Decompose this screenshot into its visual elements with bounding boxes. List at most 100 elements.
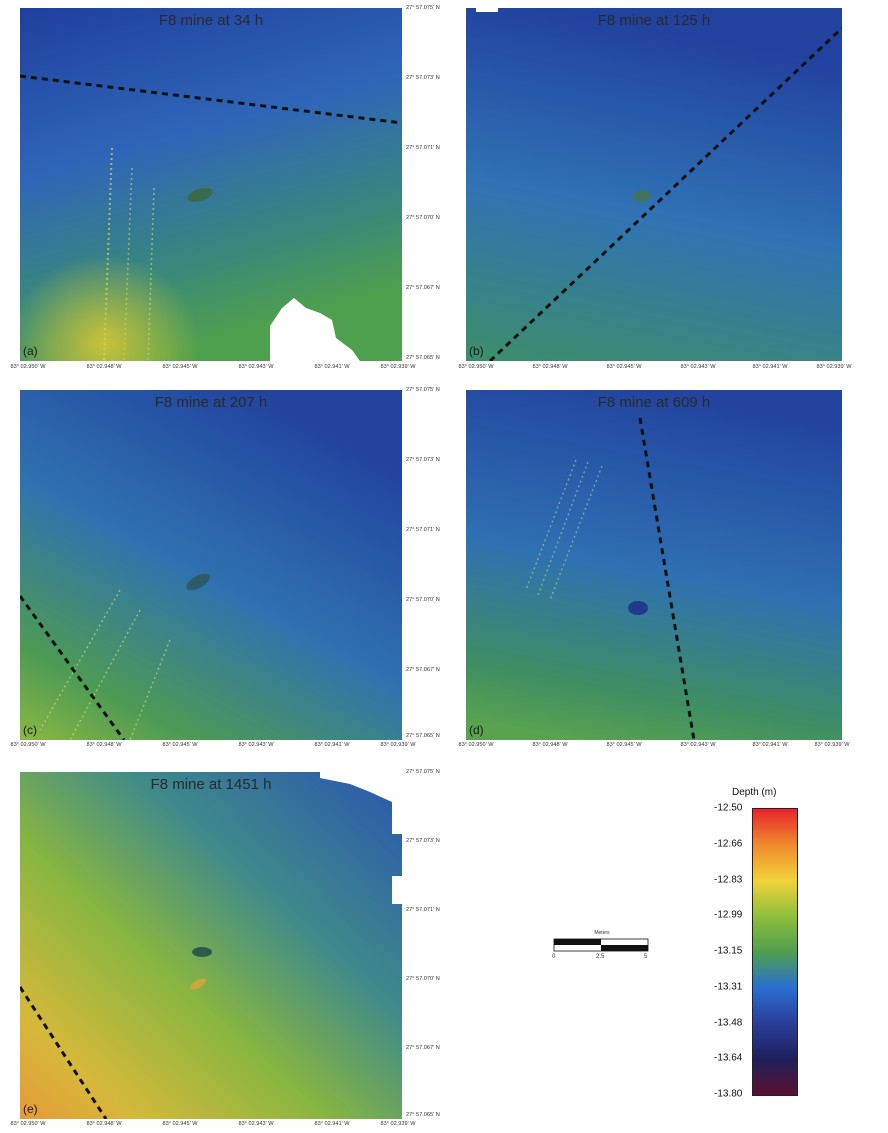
- scale-tick-label: 2.5: [596, 954, 605, 960]
- depth-color-bar: [752, 808, 798, 1096]
- x-tick-label: 83° 02.941' W: [752, 364, 788, 370]
- panel-label-b: (b): [469, 344, 484, 358]
- mine-target-c: [186, 573, 210, 591]
- depth-surface-b: [466, 8, 842, 361]
- y-tick-label: 27° 57.075' N: [406, 387, 440, 393]
- panel-label-e: (e): [23, 1102, 38, 1116]
- x-tick-label: 83° 02.945' W: [162, 1121, 198, 1127]
- legend-value-label: -13.15: [714, 945, 743, 957]
- bathymetry-map-d: F8 mine at 609 h (d): [466, 390, 842, 740]
- x-axis-ticks-c: 83° 02.950' W 83° 02.948' W 83° 02.945' …: [10, 742, 415, 752]
- x-axis-ticks-e: 83° 02.950' W 83° 02.948' W 83° 02.945' …: [10, 1121, 415, 1131]
- depth-surface-e: [20, 772, 402, 1119]
- x-axis-ticks-a: 83° 02.950' W 83° 02.948' W 83° 02.945' …: [10, 364, 415, 374]
- panel-label-d: (d): [469, 723, 484, 737]
- x-tick-label: 83° 02.945' W: [606, 364, 642, 370]
- y-tick-label: 27° 57.075' N: [406, 769, 440, 775]
- x-tick-label: 83° 02.948' W: [532, 364, 568, 370]
- x-tick-label: 83° 02.941' W: [752, 742, 788, 748]
- x-tick-label: 83° 02.948' W: [86, 1121, 122, 1127]
- scale-bar-title: Meters: [594, 930, 610, 936]
- y-tick-label: 27° 57.071' N: [406, 527, 440, 533]
- x-axis-ticks-b: 83° 02.950' W 83° 02.948' W 83° 02.945' …: [458, 364, 851, 374]
- x-tick-label: 83° 02.939' W: [380, 742, 416, 748]
- x-tick-label: 83° 02.941' W: [314, 1121, 350, 1127]
- y-tick-label: 27° 57.070' N: [406, 215, 440, 221]
- mine-target-a: [187, 188, 213, 202]
- y-tick-label: 27° 57.065' N: [406, 733, 440, 739]
- panel-e: F8 mine at 1451 h (e) 27° 57.075' N 27° …: [0, 764, 460, 1133]
- x-tick-label: 83° 02.939' W: [814, 742, 850, 748]
- x-tick-label: 83° 02.939' W: [380, 1121, 416, 1127]
- x-tick-label: 83° 02.941' W: [314, 364, 350, 370]
- y-tick-label: 27° 57.067' N: [406, 1045, 440, 1051]
- bathymetry-map-c: F8 mine at 207 h (c): [20, 390, 402, 740]
- legend-title: Depth (m): [732, 787, 777, 798]
- x-axis-ticks-d: 83° 02.950' W 83° 02.948' W 83° 02.945' …: [458, 742, 849, 752]
- x-tick-label: 83° 02.939' W: [816, 364, 852, 370]
- y-axis-ticks-c: 27° 57.075' N 27° 57.073' N 27° 57.071' …: [402, 387, 454, 740]
- no-data-region-a: [270, 298, 360, 361]
- panel-a: F8 mine at 34 h (a) 27° 57.075' N 27° 57…: [0, 0, 460, 380]
- x-tick-label: 83° 02.950' W: [10, 1121, 46, 1127]
- panel-title-c: F8 mine at 207 h: [154, 394, 268, 411]
- legend-value-label: -13.48: [714, 1017, 743, 1028]
- y-tick-label: 27° 57.073' N: [406, 838, 440, 844]
- x-tick-label: 83° 02.948' W: [86, 742, 122, 748]
- x-tick-label: 83° 02.943' W: [238, 742, 274, 748]
- x-tick-label: 83° 02.950' W: [10, 742, 46, 748]
- legend-value-label: -13.64: [714, 1052, 743, 1064]
- panel-c: F8 mine at 207 h (c) 27° 57.075' N 27° 5…: [0, 382, 460, 758]
- no-data-region-e: [320, 772, 402, 834]
- bathymetry-map-b: F8 mine at 125 h (b): [466, 8, 842, 361]
- legend-value-label: -12.83: [714, 874, 743, 885]
- panel-title-b: F8 mine at 125 h: [597, 12, 711, 29]
- y-tick-label: 27° 57.073' N: [406, 75, 440, 81]
- x-tick-label: 83° 02.943' W: [680, 364, 716, 370]
- scale-tick-label: 0: [552, 954, 556, 960]
- x-tick-label: 83° 02.948' W: [86, 364, 122, 370]
- y-tick-label: 27° 57.065' N: [406, 355, 440, 361]
- x-tick-label: 83° 02.939' W: [380, 364, 416, 370]
- x-tick-label: 83° 02.950' W: [458, 742, 494, 748]
- x-tick-label: 83° 02.945' W: [606, 742, 642, 748]
- legend-value-label: -12.66: [714, 838, 743, 850]
- x-tick-label: 83° 02.948' W: [532, 742, 568, 748]
- mine-target-e: [192, 947, 212, 957]
- panel-title-e: F8 mine at 1451 h: [150, 776, 272, 793]
- y-tick-label: 27° 57.070' N: [406, 597, 440, 603]
- mine-target-b: [633, 190, 651, 202]
- y-tick-label: 27° 57.073' N: [406, 457, 440, 463]
- legend-value-label: -13.31: [714, 981, 743, 993]
- scale-bar-graphic: [553, 938, 649, 952]
- scale-tick-label: 5: [644, 954, 648, 960]
- mine-target-d: [628, 601, 648, 615]
- y-tick-label: 27° 57.075' N: [406, 5, 440, 11]
- legend-value-label: -12.99: [714, 909, 743, 921]
- x-tick-label: 83° 02.941' W: [314, 742, 350, 748]
- panel-d: F8 mine at 609 h (d) 83° 02.950' W 83° 0…: [458, 382, 888, 758]
- bathymetry-map-e: F8 mine at 1451 h (e): [20, 772, 402, 1119]
- scale-bar: Meters 0 2.5 5: [552, 930, 652, 964]
- x-tick-label: 83° 02.945' W: [162, 742, 198, 748]
- panel-title-d: F8 mine at 609 h: [597, 394, 711, 411]
- depth-surface-a: [20, 8, 402, 361]
- y-tick-label: 27° 57.067' N: [406, 667, 440, 673]
- legend-value-label: -12.50: [714, 802, 743, 814]
- panel-label-a: (a): [23, 344, 38, 358]
- depth-surface-c: [20, 390, 402, 740]
- y-tick-label: 27° 57.070' N: [406, 976, 440, 982]
- y-tick-label: 27° 57.067' N: [406, 285, 440, 291]
- x-tick-label: 83° 02.943' W: [680, 742, 716, 748]
- y-tick-label: 27° 57.071' N: [406, 145, 440, 151]
- depth-surface-d: [466, 390, 842, 740]
- y-axis-ticks-e: 27° 57.075' N 27° 57.073' N 27° 57.071' …: [402, 769, 454, 1119]
- legend-value-label: -13.80: [714, 1088, 743, 1100]
- x-tick-label: 83° 02.950' W: [458, 364, 494, 370]
- bathymetry-map-a: F8 mine at 34 h (a): [20, 8, 402, 361]
- x-tick-label: 83° 02.943' W: [238, 1121, 274, 1127]
- x-tick-label: 83° 02.943' W: [238, 364, 274, 370]
- y-tick-label: 27° 57.065' N: [406, 1112, 440, 1118]
- y-axis-ticks-a: 27° 57.075' N 27° 57.073' N 27° 57.071' …: [402, 5, 454, 361]
- panel-title-a: F8 mine at 34 h: [158, 12, 264, 29]
